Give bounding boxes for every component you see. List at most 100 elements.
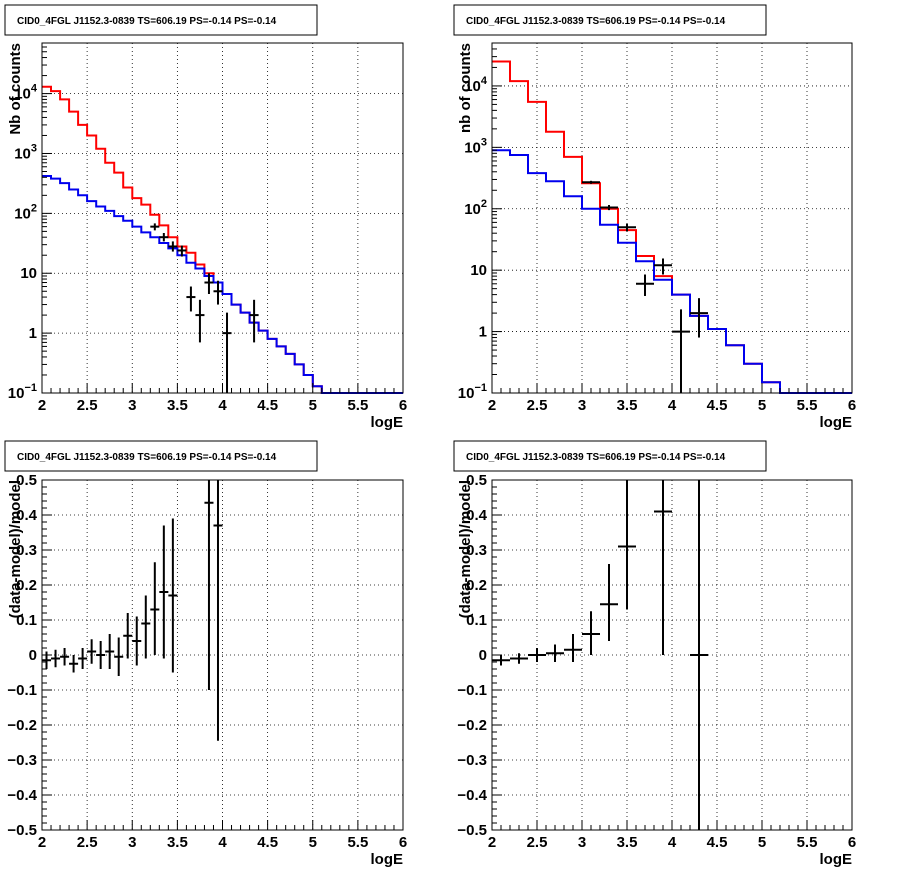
chart-title: CID0_4FGL J1152.3-0839 TS=606.19 PS=-0.1… [466,16,726,27]
x-tick-label: 5.5 [347,834,368,851]
data-point [114,637,124,676]
data-point [654,480,672,655]
x-tick-label: 6 [399,397,407,414]
plot-area [492,43,852,393]
y-axis-label: (data-model)/model [457,480,474,618]
data-point [618,223,636,232]
data-point [600,564,618,641]
data-point [582,180,600,184]
y-axis-label: (data-model)/model [7,480,24,618]
data-point [600,205,618,211]
data-point [546,644,564,662]
x-tick-label: 2 [38,834,46,851]
x-tick-label: 3 [578,397,586,414]
x-tick-label: 5.5 [347,397,368,414]
x-tick-label: 2.5 [77,834,98,851]
x-tick-label: 2.5 [527,834,548,851]
x-tick-label: 2.5 [77,397,98,414]
y-tick-label: 1 [29,325,37,342]
x-tick-label: 3.5 [167,397,188,414]
data-point [672,309,690,393]
x-tick-label: 3.5 [167,834,188,851]
x-tick-label: 4.5 [707,834,728,851]
x-tick-label: 3 [128,397,136,414]
data-point [87,639,97,664]
y-tick-label: 10−1 [458,382,487,402]
x-tick-label: 3.5 [617,834,638,851]
y-tick-label: −0.5 [7,822,37,839]
x-axis-label: logE [820,414,853,431]
data-point [105,634,115,669]
data-point [51,649,61,668]
y-tick-label: −0.1 [457,682,487,699]
data-point [654,258,672,275]
data-point [222,312,232,393]
y-tick-label: 0.1 [16,612,37,629]
data-point [249,299,259,343]
x-tick-label: 4 [218,397,227,414]
x-tick-label: 5.5 [797,397,818,414]
x-tick-label: 5.5 [797,834,818,851]
x-tick-label: 5 [758,834,766,851]
y-tick-label: 0 [29,647,37,664]
y-tick-label: −0.2 [457,717,487,734]
data-point [159,232,169,242]
data-point [204,273,214,295]
chart-title-box [4,4,318,36]
x-tick-label: 4 [218,834,227,851]
x-tick-label: 2 [488,834,496,851]
x-tick-label: 2.5 [527,397,548,414]
x-tick-label: 4.5 [257,397,278,414]
data-point [42,651,52,669]
data-point [564,634,582,662]
y-tick-label: 104 [464,75,488,95]
chart-title-box [4,440,318,472]
y-tick-label: 103 [14,142,37,162]
data-point [69,655,79,673]
x-tick-label: 2 [488,397,496,414]
series-line-model_background [42,175,403,394]
x-tick-label: 4 [668,834,677,851]
y-tick-label: 0.3 [466,542,487,559]
data-point [510,653,528,664]
chart-title-box [453,440,767,472]
data-point [96,641,106,669]
y-tick-label: 0.4 [466,507,488,524]
data-point [204,480,214,690]
y-tick-label: 0.2 [466,577,487,594]
y-tick-label: 10 [470,262,487,279]
x-tick-label: 6 [399,834,407,851]
data-point [168,518,178,673]
chart-panel-3: CID0_4FGL J1152.3-0839 TS=606.19 PS=-0.1… [4,440,407,868]
y-tick-label: 10 [20,265,37,282]
y-tick-label: 103 [464,136,487,156]
y-axis-label: nb of counts [457,43,474,133]
y-tick-label: −0.4 [457,787,487,804]
chart-panel-2: CID0_4FGL J1152.3-0839 TS=606.19 PS=-0.1… [453,4,856,431]
x-tick-label: 4.5 [707,397,728,414]
data-point [186,286,196,312]
chart-panel-1: CID0_4FGL J1152.3-0839 TS=606.19 PS=-0.1… [4,4,407,431]
x-tick-label: 2 [38,397,46,414]
data-point [150,562,160,655]
y-tick-label: 0.1 [466,612,487,629]
y-tick-label: 0 [479,647,487,664]
x-tick-label: 5 [309,834,317,851]
data-point [690,298,708,338]
y-tick-label: 102 [464,198,487,218]
plot-area [42,43,403,393]
data-point [132,616,142,666]
y-tick-label: −0.3 [7,752,37,769]
data-point [60,648,70,666]
series-line-model_background [492,149,852,394]
data-point [213,280,223,305]
x-tick-label: 6 [848,834,856,851]
x-tick-label: 4 [668,397,677,414]
x-axis-label: logE [820,851,853,868]
y-tick-label: −0.3 [457,752,487,769]
x-tick-label: 5 [309,397,317,414]
x-tick-label: 3.5 [617,397,638,414]
data-point [78,648,88,669]
chart-title: CID0_4FGL J1152.3-0839 TS=606.19 PS=-0.1… [17,452,277,463]
